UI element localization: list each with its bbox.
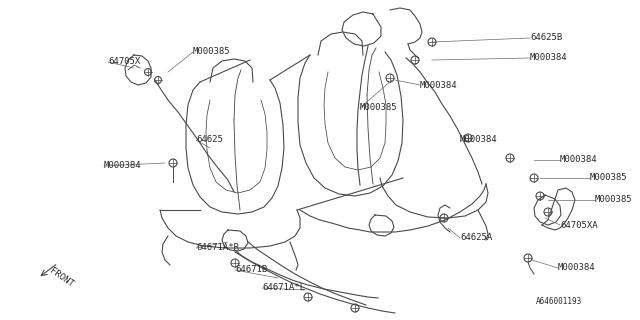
Text: M000384: M000384 xyxy=(530,53,568,62)
Text: M000384: M000384 xyxy=(460,135,498,145)
Text: 64705X: 64705X xyxy=(108,58,140,67)
Text: 64625A: 64625A xyxy=(460,234,492,243)
Text: FRONT: FRONT xyxy=(47,266,75,289)
Text: 64671B: 64671B xyxy=(235,266,268,275)
Text: M000384: M000384 xyxy=(558,263,596,273)
Text: M000384: M000384 xyxy=(104,162,141,171)
Text: 64671A*R: 64671A*R xyxy=(196,244,239,252)
Text: M000385: M000385 xyxy=(595,196,632,204)
Text: M000385: M000385 xyxy=(590,173,628,182)
Text: 64705XA: 64705XA xyxy=(560,220,598,229)
Text: M000384: M000384 xyxy=(420,81,458,90)
Text: M000385: M000385 xyxy=(193,47,230,57)
Text: 64671A*L: 64671A*L xyxy=(262,284,305,292)
Text: 64625: 64625 xyxy=(196,135,223,145)
Text: M000385: M000385 xyxy=(360,103,397,113)
Text: A646001193: A646001193 xyxy=(536,298,582,307)
Text: M000384: M000384 xyxy=(560,156,598,164)
Text: 64625B: 64625B xyxy=(530,34,563,43)
